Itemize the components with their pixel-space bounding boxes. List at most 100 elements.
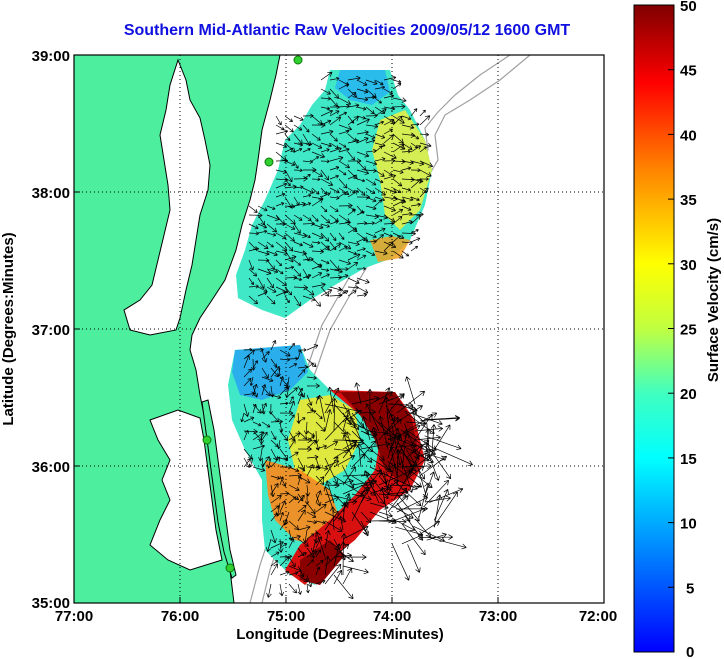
velocity-arrow — [243, 355, 251, 369]
velocity-arrow — [329, 232, 337, 241]
velocity-arrow — [270, 394, 282, 400]
velocity-arrow — [284, 286, 293, 296]
velocity-arrow — [315, 549, 322, 558]
velocity-arrow — [293, 214, 303, 221]
velocity-arrow — [426, 422, 433, 459]
colorbar-tick-label: 15 — [680, 451, 697, 468]
velocity-arrow — [311, 133, 321, 141]
velocity-arrow — [338, 111, 347, 117]
velocity-arrow — [433, 489, 449, 521]
velocity-arrow — [257, 291, 268, 297]
velocity-arrow — [284, 178, 291, 187]
velocity-arrow — [392, 208, 404, 216]
velocity-arrow — [426, 445, 452, 480]
velocity-arrow — [360, 440, 376, 459]
velocity-arrow — [261, 402, 268, 414]
velocity-arrow — [356, 210, 365, 216]
velocity-arrow — [293, 147, 303, 153]
velocity-arrow — [401, 187, 411, 192]
velocity-arrow — [408, 465, 425, 478]
velocity-arrow — [374, 145, 383, 153]
velocity-arrow — [401, 115, 412, 121]
velocity-arrow — [392, 115, 403, 126]
velocity-arrow — [249, 376, 254, 386]
radar-station-4 — [225, 563, 235, 573]
velocity-arrow — [329, 76, 340, 81]
velocity-arrow — [297, 387, 303, 396]
velocity-arrow — [248, 247, 260, 252]
velocity-arrow — [270, 560, 279, 567]
velocity-arrow — [302, 159, 314, 164]
velocity-arrow — [306, 464, 314, 477]
velocity-arrow — [293, 160, 299, 169]
velocity-arrow — [288, 534, 301, 540]
velocity-arrow — [261, 421, 271, 428]
velocity-arrow — [240, 412, 245, 423]
velocity-arrow — [302, 214, 312, 221]
velocity-arrow — [275, 142, 287, 148]
velocity-arrow — [261, 456, 270, 468]
velocity-arrow — [320, 106, 331, 111]
velocity-arrow — [333, 421, 347, 435]
velocity-arrow — [270, 513, 278, 522]
velocity-arrow — [347, 241, 360, 247]
velocity-arrow — [279, 491, 290, 496]
velocity-arrow — [311, 169, 323, 177]
velocity-arrow — [320, 178, 334, 186]
velocity-arrow — [410, 168, 421, 173]
velocity-arrow — [311, 264, 323, 270]
velocity-arrow — [302, 187, 314, 194]
velocity-arrow — [261, 384, 267, 396]
velocity-arrow — [338, 267, 349, 272]
velocity-arrow — [288, 583, 297, 594]
velocity-arrow — [293, 259, 301, 266]
x-tick-label: 74:00 — [373, 608, 411, 625]
velocity-arrow — [351, 453, 366, 468]
velocity-arrow — [243, 368, 252, 378]
velocity-arrow — [419, 109, 426, 117]
velocity-arrow — [270, 419, 283, 425]
colorbar — [633, 4, 675, 653]
velocity-arrow — [275, 259, 282, 267]
velocity-arrow — [410, 228, 419, 234]
velocity-arrow — [270, 505, 280, 513]
velocity-arrow — [405, 412, 438, 432]
velocity-arrow — [279, 475, 287, 487]
y-tick-label: 37:00 — [32, 322, 70, 339]
velocity-arrow — [266, 295, 276, 305]
velocity-arrow — [284, 295, 290, 304]
velocity-arrow — [401, 250, 410, 257]
velocity-arrow — [374, 85, 386, 90]
velocity-arrow — [356, 292, 368, 298]
velocity-arrow — [252, 421, 262, 427]
velocity-arrow — [293, 241, 303, 247]
velocity-arrow — [302, 202, 312, 207]
velocity-arrow — [387, 437, 415, 453]
velocity-arrow — [392, 79, 402, 84]
velocity-arrow — [252, 385, 259, 398]
velocity-arrow — [410, 237, 421, 243]
colorbar-tick-label: 10 — [680, 516, 697, 533]
velocity-arrow — [297, 365, 309, 370]
velocity-arrow — [266, 277, 274, 289]
chesapeake-bay — [123, 58, 211, 336]
velocity-arrow — [371, 426, 380, 450]
velocity-arrow — [404, 515, 424, 541]
velocity-arrow — [315, 536, 323, 549]
velocity-arrow — [324, 403, 360, 414]
velocity-arrow — [306, 403, 314, 412]
velocity-arrow — [434, 494, 443, 528]
velocity-arrow — [270, 475, 281, 480]
velocity-arrow — [320, 273, 330, 279]
velocity-arrow — [257, 241, 269, 250]
velocity-arrow — [356, 194, 371, 200]
velocity-arrow — [297, 574, 309, 583]
velocity-arrow — [408, 431, 437, 451]
velocity-arrow — [383, 134, 394, 144]
velocity-arrow — [270, 484, 275, 498]
velocity-arrow — [349, 416, 362, 441]
velocity-arrow — [342, 567, 353, 585]
velocity-arrow — [347, 169, 358, 180]
velocity-arrow — [311, 282, 326, 288]
